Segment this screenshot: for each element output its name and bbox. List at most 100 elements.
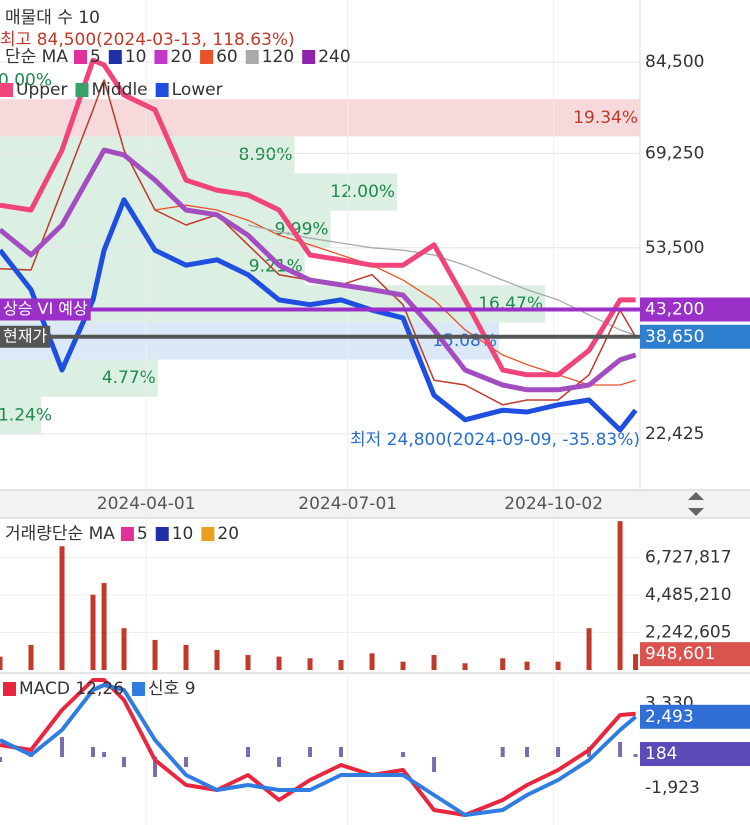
y-tick-label: 6,727,817 (645, 547, 732, 567)
volume-bar (0, 656, 3, 670)
histogram-bar (246, 747, 251, 757)
y-tick-label: 84,500 (645, 52, 704, 72)
ma-line (154, 204, 636, 386)
legend-swatch (245, 50, 259, 64)
volume-profile-label: 12.00% (330, 182, 395, 202)
legend-swatch (0, 83, 13, 97)
volume-bar (152, 639, 158, 670)
legend-swatch (302, 50, 316, 64)
histogram-bar (500, 747, 505, 757)
volume-bar (338, 659, 344, 670)
volume-bar (121, 628, 127, 670)
volume-bar (633, 654, 639, 670)
volume-profile-label: 1.24% (0, 405, 52, 425)
legend-swatch (73, 50, 87, 64)
histogram-bar (339, 747, 344, 757)
current-price-label-box (0, 325, 51, 348)
histogram-bar (633, 754, 638, 757)
ma-line (247, 224, 636, 336)
volume-bar (462, 663, 468, 670)
current-price-value-label: 38,650 (645, 327, 704, 347)
volume-bar (28, 644, 34, 670)
histogram-bar (102, 752, 107, 757)
x-tick-label: 2024-10-02 (504, 494, 603, 514)
histogram-bar (525, 747, 530, 757)
histogram-bar (401, 752, 406, 757)
legend-label: Middle (91, 80, 147, 100)
volume-profile-bar (0, 359, 158, 397)
current-macd-box (640, 704, 750, 729)
legend-label: 10 (172, 524, 194, 544)
volume-profile-bar (0, 99, 640, 137)
current-macd-label: 184 (645, 744, 677, 764)
volume-bar (431, 654, 437, 670)
volume-profile-label: 4.77% (102, 368, 156, 388)
histogram-bar (184, 757, 189, 767)
legend-label: 120 (262, 47, 294, 67)
volume-bar (586, 628, 592, 670)
volume-bar (101, 583, 107, 670)
legend-label: 5 (90, 47, 101, 67)
volume-bar (90, 594, 96, 670)
legend-label: 20 (170, 47, 192, 67)
histogram-bar (277, 757, 282, 767)
legend-swatch (3, 682, 16, 696)
current-macd-label: 2,493 (645, 707, 694, 727)
legend-label: 10 (125, 47, 147, 67)
legend-swatch (200, 50, 214, 64)
histogram-bar (153, 757, 158, 777)
x-tick-label: 2024-04-01 (97, 494, 196, 514)
volume-bar (183, 644, 189, 670)
legend-swatch (75, 83, 89, 97)
histogram-bar (122, 757, 127, 767)
y-tick-label: -1,923 (645, 778, 700, 798)
vi-label-box (0, 298, 91, 321)
legend-swatch (155, 83, 169, 97)
vi-value-label: 43,200 (645, 300, 704, 320)
volume-profile-label: 19.34% (573, 108, 638, 128)
histogram-bar (91, 747, 96, 757)
legend-swatch (201, 527, 215, 541)
y-tick-label: 2,242,605 (645, 622, 732, 642)
legend-label: MACD 12,26 (19, 679, 124, 699)
legend-title: 거래량단순 MA (5, 524, 115, 544)
low-label: 최저 24,800(2024-09-09, -35.83%) (350, 430, 640, 450)
histogram-bar (618, 742, 623, 757)
volume-bar (524, 661, 530, 670)
bollinger-line (0, 147, 637, 393)
volume-profile-label: 8.90% (239, 145, 293, 165)
legend-swatch (120, 527, 134, 541)
bollinger-line (0, 57, 636, 378)
legend-title: 단순 MA (5, 47, 68, 67)
legend-label: 5 (137, 524, 148, 544)
date-strip (0, 490, 750, 518)
macd-line (0, 683, 637, 817)
legend-swatch (154, 50, 168, 64)
volume-bar (617, 521, 623, 670)
legend-label: 20 (217, 524, 239, 544)
scroll-arrows[interactable] (688, 492, 704, 516)
legend-label: 60 (216, 47, 238, 67)
volume-profile-title: 매물대 수 10 (5, 8, 100, 28)
y-tick-label: 69,250 (645, 143, 704, 163)
high-label: 최고 84,500(2024-03-13, 118.63%) (0, 30, 295, 50)
vi-value-box (640, 297, 750, 322)
volume-bar (276, 656, 282, 670)
legend-swatch (155, 527, 169, 541)
volume-bar (214, 649, 220, 670)
volume-bar (555, 661, 561, 670)
histogram-bar (556, 747, 561, 757)
legend-swatch (108, 50, 122, 64)
volume-bar (500, 658, 506, 670)
y-tick-label: 53,500 (645, 238, 704, 258)
y-tick-label: 22,425 (645, 424, 704, 444)
legend-label: Lower (172, 80, 223, 100)
legend-label: Upper (16, 80, 67, 100)
histogram-bar (432, 757, 437, 772)
y-tick-label: 4,485,210 (645, 585, 732, 605)
volume-bar (400, 661, 406, 670)
volume-bar (245, 654, 251, 670)
macd-line (0, 678, 636, 817)
current-volume-label: 948,601 (645, 644, 715, 664)
